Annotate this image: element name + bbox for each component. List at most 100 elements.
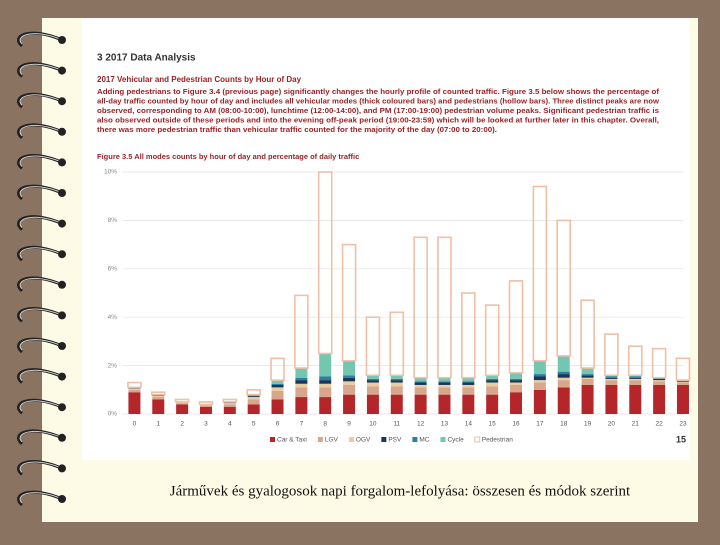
bar-segment — [295, 368, 307, 378]
x-tick-label: 7 — [300, 421, 304, 428]
bar-segment — [319, 376, 331, 380]
bar-segment — [367, 379, 379, 380]
bar-segment — [391, 395, 403, 414]
ring-hole — [58, 67, 66, 75]
bar-segment — [534, 380, 546, 382]
x-tick-label: 19 — [584, 421, 592, 428]
legend-swatch — [270, 437, 275, 442]
legend-swatch — [381, 437, 386, 442]
bar-segment — [486, 383, 498, 387]
paragraph-line: Adding pedestrians to Figure 3.4 (previo… — [97, 87, 660, 96]
bar-segment — [582, 374, 594, 375]
bar-segment — [319, 354, 331, 377]
bar-segment — [415, 385, 427, 387]
bar-segment — [558, 374, 570, 378]
legend-label: OGV — [356, 437, 371, 444]
bar-segment — [510, 392, 522, 414]
ring-hole — [58, 128, 66, 136]
x-tick-label: 17 — [536, 421, 544, 428]
ring-hole — [58, 403, 66, 411]
ring-hole — [58, 495, 66, 503]
bar-segment — [415, 395, 427, 414]
ring-hole — [58, 250, 66, 258]
x-tick-label: 16 — [512, 421, 520, 428]
y-tick-label: 2% — [108, 362, 118, 369]
bar-segment — [653, 380, 665, 381]
x-tick-label: 4 — [228, 421, 232, 428]
bar-segment — [295, 387, 307, 397]
bar-segment — [534, 361, 546, 374]
legend-label: MC — [419, 437, 429, 444]
bar-segment — [343, 375, 355, 377]
ring-hole — [58, 281, 66, 289]
bar-segment — [176, 404, 188, 414]
bar-segment — [677, 381, 689, 382]
bar-segment — [534, 390, 546, 414]
bar-segment — [391, 379, 403, 380]
bar-segment — [343, 378, 355, 382]
bar-segment — [319, 397, 331, 414]
bar-segment — [582, 378, 594, 379]
bar-segment — [367, 383, 379, 387]
document-image — [82, 18, 690, 460]
bar-segment — [415, 387, 427, 394]
ring-hole — [58, 158, 66, 166]
legend-swatch — [349, 437, 354, 442]
legend-label: LGV — [325, 437, 339, 444]
bar-segment — [629, 380, 641, 385]
legend-label: Cycle — [447, 437, 464, 444]
bar-segment — [391, 386, 403, 394]
legend-swatch — [412, 437, 417, 442]
page-number: 15 — [676, 434, 686, 444]
paragraph-line: all-day traffic counted by hour of day a… — [97, 96, 659, 105]
y-tick-label: 8% — [108, 217, 118, 224]
bar-segment — [319, 384, 331, 388]
legend-swatch — [318, 437, 323, 442]
x-tick-label: 2 — [180, 421, 184, 428]
bar-segment — [653, 381, 665, 385]
ring-hole — [58, 434, 66, 442]
bar-segment — [295, 378, 307, 380]
bar-segment — [462, 395, 474, 414]
bar-segment — [582, 368, 594, 374]
x-tick-label: 22 — [656, 421, 664, 428]
bar-segment — [605, 379, 617, 380]
x-tick-label: 1 — [156, 421, 160, 428]
bar-segment — [462, 387, 474, 394]
bar-segment — [605, 378, 617, 379]
bar-segment — [152, 397, 164, 399]
bar-segment — [558, 356, 570, 372]
caption: Járművek és gyalogosok napi forgalom-lef… — [170, 483, 631, 499]
bar-segment — [438, 383, 450, 385]
bar-segment — [462, 385, 474, 387]
bar-segment — [343, 395, 355, 414]
bar-segment — [582, 379, 594, 385]
bar-segment — [295, 380, 307, 384]
bar-segment — [176, 403, 188, 404]
bar-segment — [510, 380, 522, 382]
bar-segment — [510, 373, 522, 379]
bar-segment — [534, 383, 546, 390]
chart-title: Figure 3.5 All modes counts by hour of d… — [97, 152, 359, 161]
bar-segment — [200, 406, 212, 407]
paragraph-line: there was more pedestrian traffic than v… — [97, 125, 497, 134]
bar-segment — [605, 376, 617, 377]
x-tick-label: 9 — [347, 421, 351, 428]
x-tick-label: 20 — [608, 421, 616, 428]
bar-segment — [558, 387, 570, 414]
bar-segment — [486, 380, 498, 382]
x-tick-label: 13 — [441, 421, 449, 428]
bar-segment — [510, 379, 522, 380]
bar-segment — [677, 385, 689, 414]
bar-segment — [319, 380, 331, 384]
bar-segment — [272, 385, 284, 387]
bar-segment — [438, 395, 450, 414]
bar-segment — [248, 404, 260, 414]
x-tick-label: 18 — [560, 421, 568, 428]
bar-segment — [272, 387, 284, 391]
heading: 3 2017 Data Analysis — [97, 53, 196, 64]
bar-segment — [534, 374, 546, 376]
bar-segment — [677, 383, 689, 385]
